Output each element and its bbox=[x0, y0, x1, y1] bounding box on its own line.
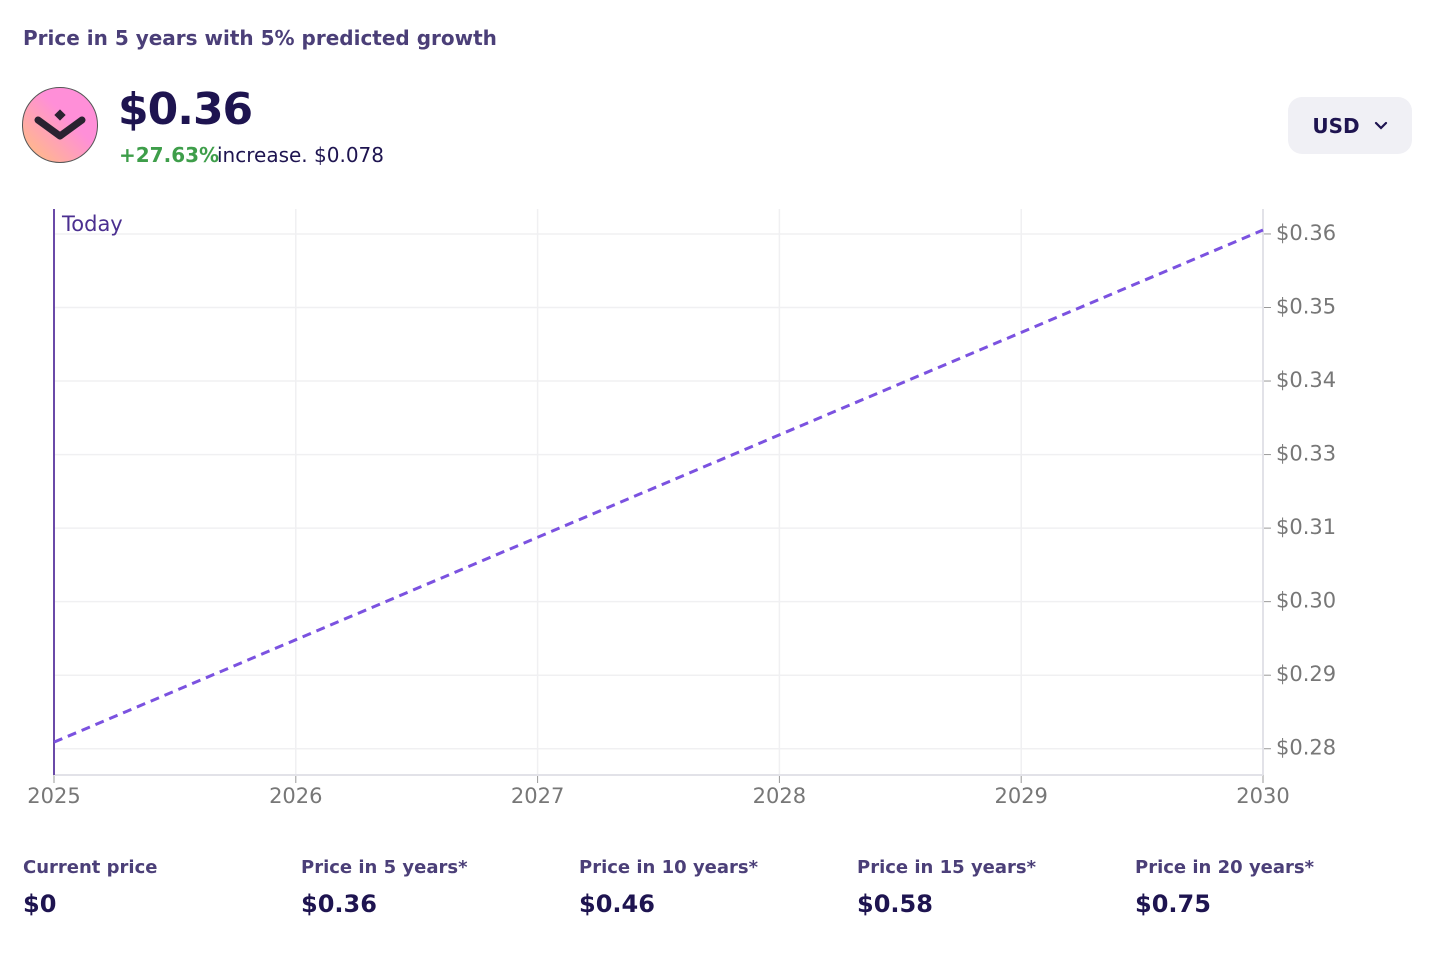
chevron bbox=[1374, 121, 1387, 130]
change-percent: +27.63% bbox=[119, 143, 220, 167]
price: $0.36 bbox=[118, 84, 253, 135]
y-tick-label: $0.36 bbox=[1276, 221, 1336, 245]
change-text: increase. $0.078 bbox=[217, 143, 384, 167]
y-tick-label: $0.33 bbox=[1276, 442, 1336, 466]
y-tick-label: $0.35 bbox=[1276, 294, 1336, 318]
x-tick-label: 2026 bbox=[269, 784, 322, 808]
stat-label: Price in 10 years* bbox=[579, 857, 759, 878]
today-label: Today bbox=[61, 212, 123, 236]
y-tick-label: $0.34 bbox=[1276, 368, 1336, 392]
coin-logo bbox=[22, 87, 98, 163]
currency-select[interactable]: USD bbox=[1288, 97, 1412, 154]
y-tick-label: $0.31 bbox=[1276, 515, 1336, 539]
x-tick-label: 2027 bbox=[511, 784, 564, 808]
stat-value: $0.46 bbox=[579, 890, 655, 918]
price-line bbox=[53, 228, 1264, 744]
x-tick-label: 2029 bbox=[994, 784, 1047, 808]
chart: 2025 2026 2027 2028 2029 2030 $0.28 $0.29 $0.30 $… bbox=[27, 209, 1336, 808]
stat-label: Price in 5 years* bbox=[301, 857, 468, 878]
x-tick-label: 2028 bbox=[753, 784, 806, 808]
stat-value: $0.58 bbox=[857, 890, 933, 918]
y-tick-label: $0.30 bbox=[1276, 589, 1336, 613]
stat-label: Price in 15 years* bbox=[857, 857, 1037, 878]
stat-value: $0.75 bbox=[1135, 890, 1211, 918]
stat-value: $0 bbox=[23, 890, 57, 918]
currency-label: USD bbox=[1312, 113, 1360, 138]
x-tick-label: 2030 bbox=[1236, 784, 1289, 808]
stat-value: $0.36 bbox=[301, 890, 377, 918]
stat-label: Current price bbox=[23, 857, 158, 878]
stat-label: Price in 20 years* bbox=[1135, 857, 1315, 878]
y-tick-label: $0.28 bbox=[1276, 736, 1336, 760]
title: Price in 5 years with 5% predicted growt… bbox=[23, 26, 497, 50]
x-tick-label: 2025 bbox=[27, 784, 80, 808]
y-tick-label: $0.29 bbox=[1276, 662, 1336, 686]
plot-area bbox=[54, 209, 1263, 775]
